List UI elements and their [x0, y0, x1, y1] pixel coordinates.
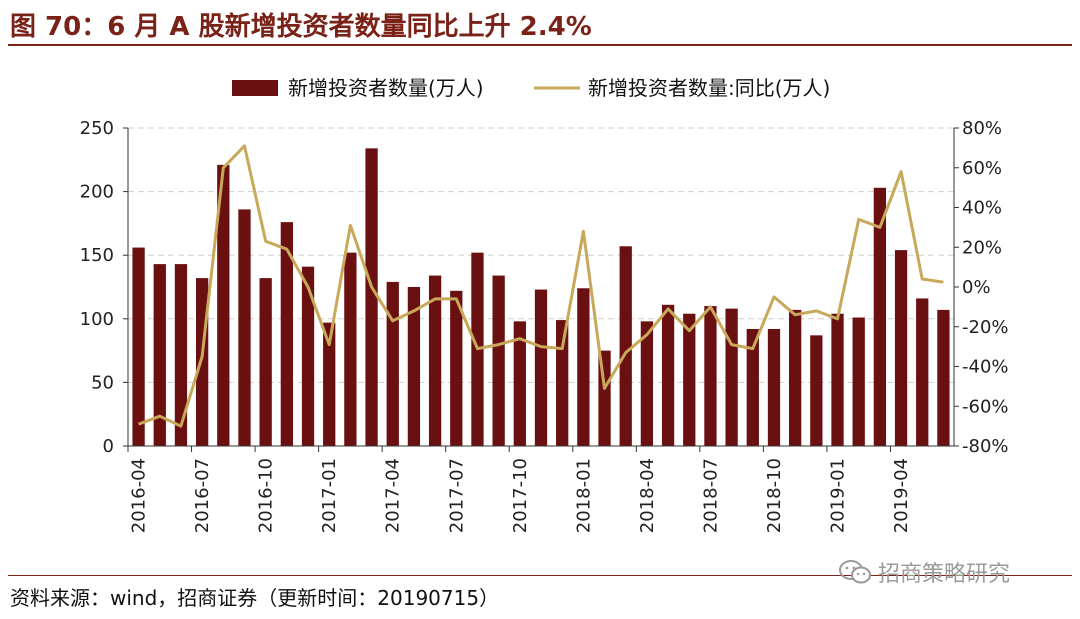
- bar: [831, 313, 844, 446]
- x-tick-label: 2016-04: [129, 458, 150, 533]
- y-right-tick-label: 60%: [962, 158, 1002, 179]
- bar: [195, 278, 209, 446]
- bar: [640, 321, 654, 446]
- legend: 新增投资者数量(万人) 新增投资者数量:同比(万人): [232, 76, 830, 100]
- x-tick-label: 2018-04: [637, 458, 658, 533]
- bar: [217, 164, 230, 446]
- wechat-icon: [839, 560, 871, 584]
- bar: [492, 275, 505, 446]
- x-tick-label: 2017-10: [510, 458, 531, 533]
- bar: [513, 321, 526, 446]
- bar: [767, 328, 781, 446]
- x-tick-label: 2018-10: [764, 458, 785, 533]
- bar: [280, 222, 293, 446]
- figure-title: 图 70：6 月 A 股新增投资者数量同比上升 2.4%: [10, 12, 592, 42]
- bar: [725, 308, 738, 446]
- y-right-tick-label: 0%: [962, 277, 991, 298]
- y-right-tick-label: 80%: [962, 118, 1002, 139]
- y-right-tick-label: -80%: [962, 436, 1009, 457]
- bar: [132, 247, 145, 446]
- bar: [661, 304, 675, 446]
- bar: [153, 264, 166, 446]
- legend-label-bar: 新增投资者数量(万人): [288, 76, 484, 100]
- bar: [810, 335, 823, 446]
- x-tick-label: 2017-07: [446, 458, 467, 533]
- legend-swatch-bar: [232, 80, 278, 96]
- x-tick-label: 2017-01: [319, 458, 340, 533]
- bar: [704, 306, 717, 446]
- bar: [556, 320, 569, 446]
- bar: [852, 317, 865, 446]
- bar: [428, 275, 442, 446]
- bar: [238, 209, 251, 446]
- axes: 0 50 100 150 200 250 -80% -60% -40% -20% 0% 20% 40% 6…: [80, 118, 1009, 533]
- bar: [789, 309, 802, 446]
- bar: [344, 252, 357, 446]
- x-tick-label: 2019-04: [891, 458, 912, 533]
- yoy-line: [138, 144, 944, 428]
- bar: [619, 246, 632, 446]
- bar: [450, 290, 463, 446]
- y-left-tick-label: 200: [80, 182, 114, 203]
- bar: [259, 278, 272, 446]
- legend-label-line: 新增投资者数量:同比(万人): [588, 76, 830, 100]
- line-series: [138, 144, 944, 428]
- bar: [746, 328, 759, 446]
- title-divider: [8, 44, 1072, 46]
- source-note: 资料来源：wind，招商证券（更新时间：20190715）: [10, 586, 500, 610]
- y-left-tick-label: 150: [80, 245, 114, 266]
- bar: [386, 281, 399, 446]
- footer-divider: [8, 575, 1072, 576]
- x-tick-label: 2019-01: [828, 458, 849, 533]
- x-tick-label: 2016-10: [256, 458, 277, 533]
- bar: [365, 148, 378, 446]
- x-tick-label: 2017-04: [383, 458, 404, 533]
- y-left-tick-label: 50: [91, 372, 114, 393]
- watermark-text: 招商策略研究: [878, 562, 1011, 587]
- bar: [407, 287, 421, 446]
- bar: [323, 322, 336, 446]
- bar: [873, 187, 887, 446]
- bar: [301, 266, 315, 446]
- y-right-tick-label: -20%: [962, 317, 1009, 338]
- x-tick-label: 2018-07: [700, 458, 721, 533]
- y-right-tick-label: 20%: [962, 237, 1002, 258]
- y-left-tick-label: 0: [103, 436, 114, 457]
- bar: [916, 298, 929, 446]
- bar: [577, 288, 590, 446]
- chart: 0 50 100 150 200 250 -80% -60% -40% -20% 0% 20% 40% 6…: [80, 76, 1009, 533]
- bar: [937, 309, 950, 446]
- y-left-tick-label: 100: [80, 309, 114, 330]
- bar: [174, 264, 188, 446]
- y-right-tick-label: -40%: [962, 357, 1009, 378]
- y-left-tick-label: 250: [80, 118, 114, 139]
- y-right-tick-label: -60%: [962, 396, 1009, 417]
- bar: [683, 313, 696, 446]
- bar: [534, 289, 548, 446]
- bar: [894, 250, 908, 446]
- x-tick-label: 2016-07: [192, 458, 213, 533]
- x-tick-label: 2018-01: [573, 458, 594, 533]
- watermark: 招商策略研究: [838, 556, 1010, 588]
- y-right-tick-label: 40%: [962, 198, 1002, 219]
